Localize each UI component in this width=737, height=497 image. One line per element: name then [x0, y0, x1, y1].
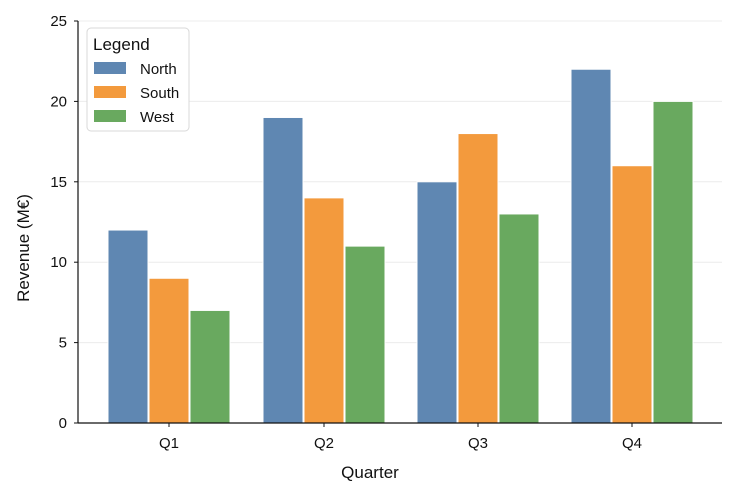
bar-north-q2 — [262, 116, 304, 424]
bar-south-q1 — [148, 277, 190, 424]
axes-layer — [74, 20, 722, 427]
legend-south-label: South — [140, 85, 179, 102]
legend-title: Legend — [93, 35, 150, 54]
legend-west-swatch — [94, 110, 126, 122]
bar-north-q3 — [416, 181, 458, 424]
x-tick-label-Q2: Q2 — [314, 435, 334, 452]
bar-west-q3 — [498, 213, 540, 424]
bars-layer — [107, 68, 694, 424]
x-tick-label-Q3: Q3 — [468, 435, 488, 452]
bar-south-q4 — [611, 165, 653, 424]
labels-layer: 0 5 10 15 20 25 Q1 Q2 Q3 Q4 — [50, 13, 642, 452]
y-tick-label-20: 20 — [50, 93, 67, 110]
legend-box — [86, 27, 190, 132]
x-tick-label-Q1: Q1 — [159, 435, 179, 452]
y-tick-label-0: 0 — [59, 415, 67, 432]
y-tick-label-15: 15 — [50, 174, 67, 191]
bar-north-q1 — [107, 229, 149, 424]
legend-west-label: West — [140, 109, 175, 126]
bar-south-q3 — [457, 133, 499, 424]
y-tick-label-10: 10 — [50, 254, 67, 271]
bar-south-q2 — [303, 197, 345, 424]
y-tick-label-25: 25 — [50, 13, 67, 30]
legend-south-swatch — [94, 86, 126, 98]
bar-west-q1 — [189, 309, 231, 424]
legend: Legend North South West — [86, 27, 190, 132]
y-axis-title: Revenue (M€) — [14, 194, 33, 302]
legend-north-swatch — [94, 62, 126, 74]
x-tick-label-Q4: Q4 — [622, 435, 642, 452]
bar-west-q4 — [652, 100, 694, 424]
bar-north-q4 — [570, 68, 612, 424]
legend-north-label: North — [140, 61, 177, 78]
bar-west-q2 — [344, 245, 386, 424]
x-axis-title: Quarter — [341, 463, 399, 482]
y-tick-label-5: 5 — [59, 335, 67, 352]
